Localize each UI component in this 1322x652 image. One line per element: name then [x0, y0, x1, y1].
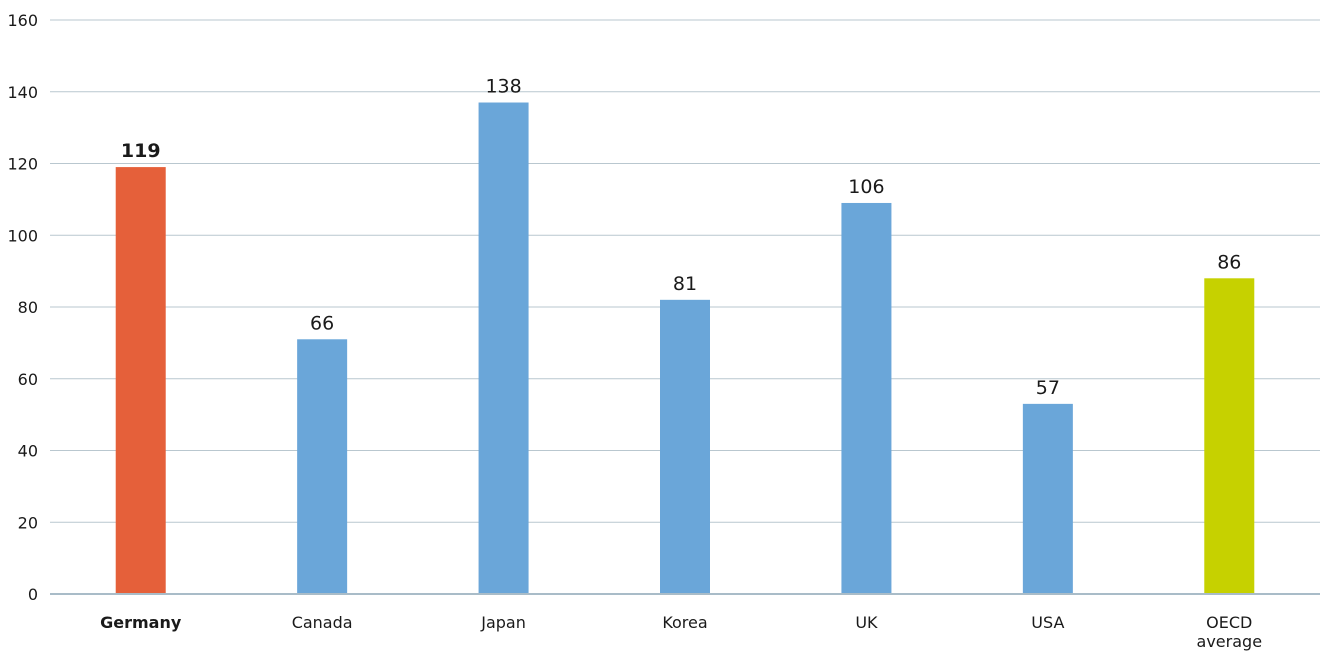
x-category-label: OECD: [1206, 613, 1252, 632]
bar: [297, 339, 348, 594]
y-axis-ticks: 0 20 40 60 80 100 120 140 160: [7, 11, 38, 604]
y-tick-label: 120: [7, 155, 38, 174]
data-label: 57: [1036, 377, 1060, 399]
y-tick-label: 140: [7, 83, 38, 102]
y-tick-label: 0: [28, 585, 38, 604]
y-tick-label: 80: [18, 298, 38, 317]
bar: [115, 167, 166, 594]
data-label: 86: [1217, 251, 1241, 273]
bar: [1022, 403, 1073, 594]
x-category-label: Korea: [662, 613, 707, 632]
y-tick-label: 60: [18, 370, 38, 389]
data-label: 138: [485, 76, 521, 98]
data-label: 119: [121, 140, 161, 162]
bar: [1204, 278, 1255, 594]
x-category-label: Germany: [100, 613, 182, 632]
data-label: 66: [310, 312, 334, 334]
y-tick-label: 40: [18, 442, 38, 461]
bar: [841, 202, 892, 594]
x-category-label: Japan: [480, 613, 526, 632]
data-labels: 119 66 138 81 106 57 86: [121, 76, 1242, 399]
data-label: 81: [673, 273, 697, 295]
bar: [660, 299, 710, 594]
y-tick-label: 100: [7, 226, 38, 245]
y-tick-label: 20: [18, 513, 38, 532]
y-tick-label: 160: [7, 11, 38, 30]
x-category-label: USA: [1031, 613, 1064, 632]
bar: [478, 102, 529, 594]
x-category-label-line2: average: [1197, 632, 1263, 651]
x-category-label: Canada: [292, 613, 353, 632]
x-category-label: UK: [855, 613, 878, 632]
bars: [115, 102, 1255, 594]
data-label: 106: [848, 176, 884, 198]
